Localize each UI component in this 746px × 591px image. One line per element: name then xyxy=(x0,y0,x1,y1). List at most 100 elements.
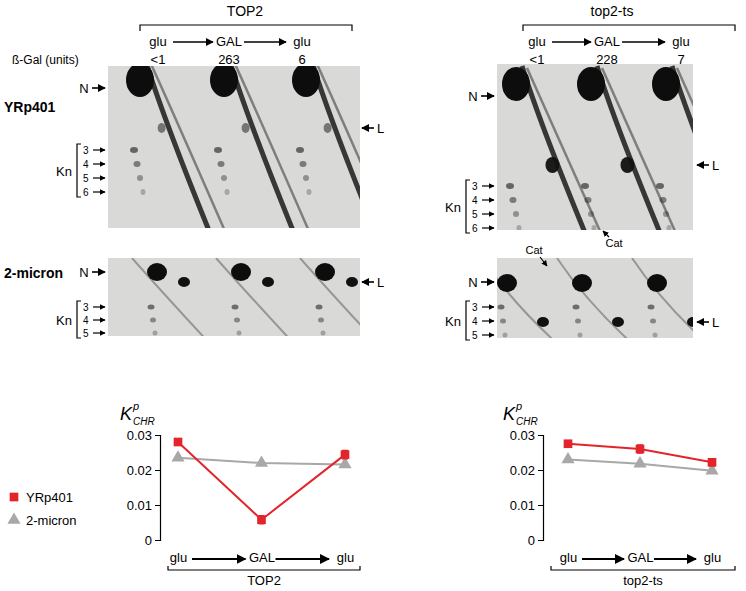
nicked-spot xyxy=(292,66,320,97)
x-tick: glu xyxy=(704,550,721,565)
y-axis: 00.010.020.03 xyxy=(510,428,544,548)
bracket xyxy=(140,25,352,31)
arrow xyxy=(697,164,709,166)
knot-spot xyxy=(573,305,580,310)
row-label: YRp401 xyxy=(4,99,56,115)
linear-spot xyxy=(346,277,358,287)
arrow xyxy=(481,95,494,97)
cat-label: Cat xyxy=(605,237,622,249)
nicked-spot xyxy=(652,67,680,101)
y-tick-mark xyxy=(155,505,160,506)
arrow xyxy=(93,149,105,150)
y-tick: 0.03 xyxy=(127,428,160,443)
header: TOP2gluGALglu<12636top2-tsgluGALglu<1228… xyxy=(12,3,735,67)
linear-spot xyxy=(242,123,250,133)
n-label: N xyxy=(468,89,477,104)
x-tick: glu xyxy=(560,550,577,565)
gel-panel xyxy=(497,64,693,230)
knot-spot xyxy=(214,147,222,153)
nicked-spot xyxy=(577,67,605,101)
kn-number: 4 xyxy=(83,315,89,326)
gel-panel xyxy=(108,258,360,336)
x-axis: gluGALglu xyxy=(170,550,354,565)
knot-spot xyxy=(503,333,508,338)
x-axis-label: top2-ts xyxy=(623,573,663,588)
arrow xyxy=(92,271,105,273)
arrow xyxy=(92,87,105,89)
arrow xyxy=(362,127,374,129)
nicked-spot xyxy=(572,274,592,292)
knot-spot xyxy=(316,305,323,310)
knot-spot xyxy=(141,189,146,195)
arrow xyxy=(697,321,709,323)
y-axis-line xyxy=(155,436,161,541)
knot-spot xyxy=(578,333,583,338)
gel-panel xyxy=(497,258,693,338)
arrow xyxy=(654,558,696,560)
knot-spot xyxy=(221,175,227,181)
knot-spot xyxy=(592,225,597,230)
x-tick: glu xyxy=(337,550,354,565)
knot-spot xyxy=(300,161,307,167)
knot-spot xyxy=(660,197,667,203)
knot-spot xyxy=(307,189,312,195)
kn-label: Kn xyxy=(56,313,72,328)
kn-number: 3 xyxy=(472,302,478,313)
knot-spot xyxy=(153,331,158,336)
nicked-spot xyxy=(126,66,154,97)
knot-spot xyxy=(510,197,517,203)
y-tick-mark xyxy=(538,540,543,541)
series-line xyxy=(178,442,345,520)
arc-streak xyxy=(677,68,693,230)
point-marker xyxy=(341,450,350,459)
y-tick: 0 xyxy=(528,533,543,548)
y-tick-mark xyxy=(538,435,543,436)
condition-label: glu xyxy=(293,34,310,49)
x-tick: GAL xyxy=(627,550,653,565)
knot-spot xyxy=(581,183,589,189)
l-label: L xyxy=(712,158,719,173)
y-axis-label: K xyxy=(120,404,133,424)
arrow xyxy=(482,213,494,214)
x-tick-label: glu xyxy=(704,550,721,565)
nicked-spot xyxy=(315,263,335,281)
y-tick-label: 0.02 xyxy=(510,463,535,478)
x-bracket xyxy=(551,566,735,570)
x-tick-label: glu xyxy=(560,550,577,565)
arrow xyxy=(622,41,665,43)
x-tick: glu xyxy=(170,550,187,565)
kn-bracket xyxy=(466,301,470,340)
nicked-spot xyxy=(147,263,167,281)
y-tick: 0.01 xyxy=(510,498,543,513)
legend-marker xyxy=(10,493,19,502)
knot-spot xyxy=(517,225,522,230)
y-tick: 0.01 xyxy=(127,498,160,513)
knot-spot xyxy=(648,305,655,310)
nicked-spot xyxy=(231,263,251,281)
knot-spot xyxy=(137,175,143,181)
knot-spot xyxy=(650,319,656,324)
arrow xyxy=(481,281,494,283)
kn-number: 6 xyxy=(472,223,478,234)
knot-spot xyxy=(321,331,326,336)
point-marker xyxy=(564,439,573,448)
y-tick-mark xyxy=(538,505,543,506)
beta-gal-value: <1 xyxy=(151,52,166,67)
knot-spot xyxy=(218,161,225,167)
arrow xyxy=(93,191,105,192)
l-label: L xyxy=(377,121,384,136)
knot-spot xyxy=(663,211,669,217)
y-tick-mark xyxy=(538,470,543,471)
condition-label: glu xyxy=(528,34,545,49)
y-tick-mark xyxy=(155,540,160,541)
series-line xyxy=(568,444,712,463)
kn-label: Kn xyxy=(445,200,461,215)
knot-spot xyxy=(296,147,304,153)
arc-streak xyxy=(602,68,679,230)
x-tick-label: glu xyxy=(170,550,187,565)
kn-label: Kn xyxy=(56,164,72,179)
linear-spot xyxy=(537,317,549,327)
linear-spot xyxy=(324,123,332,133)
nicked-spot xyxy=(502,67,530,101)
point-marker xyxy=(633,456,646,467)
